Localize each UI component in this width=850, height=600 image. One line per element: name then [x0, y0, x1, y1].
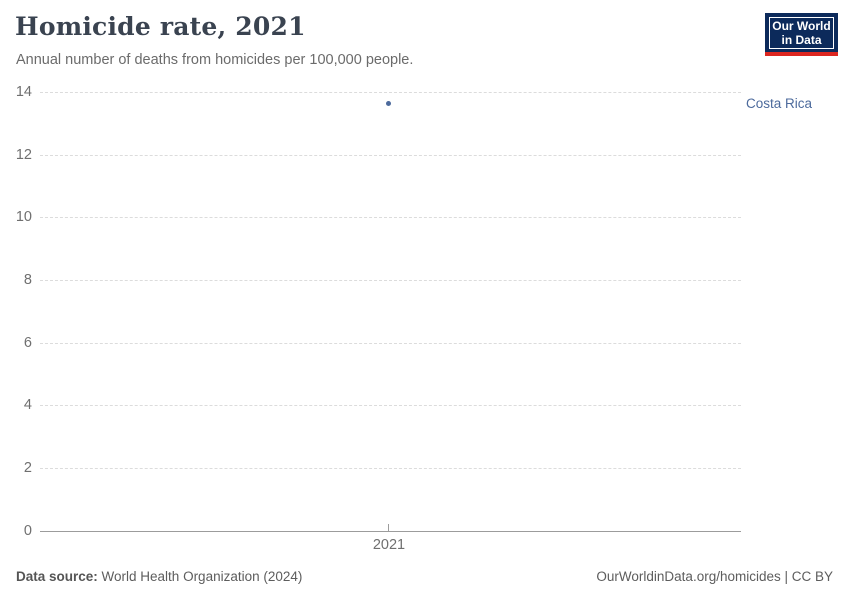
attribution-link[interactable]: OurWorldinData.org/homicides | CC BY: [596, 569, 833, 584]
data-source-prefix: Data source:: [16, 569, 98, 584]
gridline-6: [40, 343, 741, 344]
gridline-10: [40, 217, 741, 218]
y-axis-tick-label: 0: [23, 523, 32, 539]
gridline-4: [40, 405, 741, 406]
gridline-12: [40, 155, 741, 156]
owid-logo[interactable]: Our World in Data: [765, 13, 838, 56]
owid-logo-text: Our World in Data: [769, 17, 834, 49]
y-axis-tick-label: 2: [23, 460, 32, 476]
owid-logo-line1: Our World: [772, 18, 831, 33]
page-title: Homicide rate, 2021: [15, 12, 306, 41]
y-axis-tick-label: 6: [23, 335, 32, 351]
gridline-8: [40, 280, 741, 281]
owid-logo-line2: in Data: [781, 33, 822, 47]
data-source-note: Data source: World Health Organization (…: [16, 569, 302, 584]
y-axis-tick-label: 10: [15, 209, 32, 225]
y-axis-tick-label: 8: [23, 272, 32, 288]
data-point-costa-rica[interactable]: [386, 101, 391, 106]
x-axis-tick-label: 2021: [372, 537, 406, 553]
chart-subtitle: Annual number of deaths from homicides p…: [16, 52, 414, 68]
x-axis-tick-mark: [388, 524, 389, 531]
gridline-2: [40, 468, 741, 469]
entity-label-costa-rica[interactable]: Costa Rica: [746, 96, 813, 111]
data-source-text: World Health Organization (2024): [97, 569, 303, 584]
x-axis-line: [40, 531, 741, 532]
gridline-14: [40, 92, 741, 93]
y-axis-tick-label: 4: [23, 397, 32, 413]
y-axis-tick-label: 14: [15, 84, 32, 100]
y-axis-tick-label: 12: [15, 147, 32, 163]
